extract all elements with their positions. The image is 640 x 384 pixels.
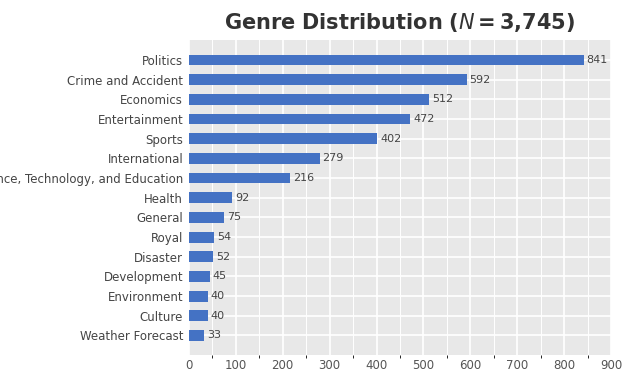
Text: 54: 54 (217, 232, 231, 242)
Bar (189, 232, 214, 243)
Text: 40: 40 (211, 291, 225, 301)
Bar (189, 133, 378, 144)
Text: 92: 92 (235, 193, 249, 203)
Bar (189, 114, 410, 124)
Text: 40: 40 (211, 311, 225, 321)
Text: 45: 45 (212, 271, 227, 281)
Text: 472: 472 (413, 114, 435, 124)
Bar (189, 291, 207, 301)
Text: 279: 279 (323, 154, 344, 164)
Text: 216: 216 (293, 173, 314, 183)
Text: 841: 841 (586, 55, 607, 65)
Bar (189, 55, 584, 65)
Text: 52: 52 (216, 252, 230, 262)
Title: $\bf{Genre\ Distribution\ (}$$\it{N}$$\bf{=3{,}745)}$: $\bf{Genre\ Distribution\ (}$$\it{N}$$\b… (225, 11, 575, 34)
Bar (189, 271, 210, 282)
Text: 512: 512 (432, 94, 453, 104)
Text: 33: 33 (207, 331, 221, 341)
Bar (189, 330, 204, 341)
Text: 75: 75 (227, 212, 241, 222)
Bar (189, 212, 224, 223)
Bar (189, 310, 207, 321)
Bar (189, 173, 290, 184)
Bar (189, 74, 467, 85)
Text: 592: 592 (470, 75, 491, 85)
Bar (189, 94, 429, 105)
Bar (189, 252, 213, 262)
Bar (189, 153, 320, 164)
Text: 402: 402 (380, 134, 401, 144)
Bar (189, 192, 232, 203)
